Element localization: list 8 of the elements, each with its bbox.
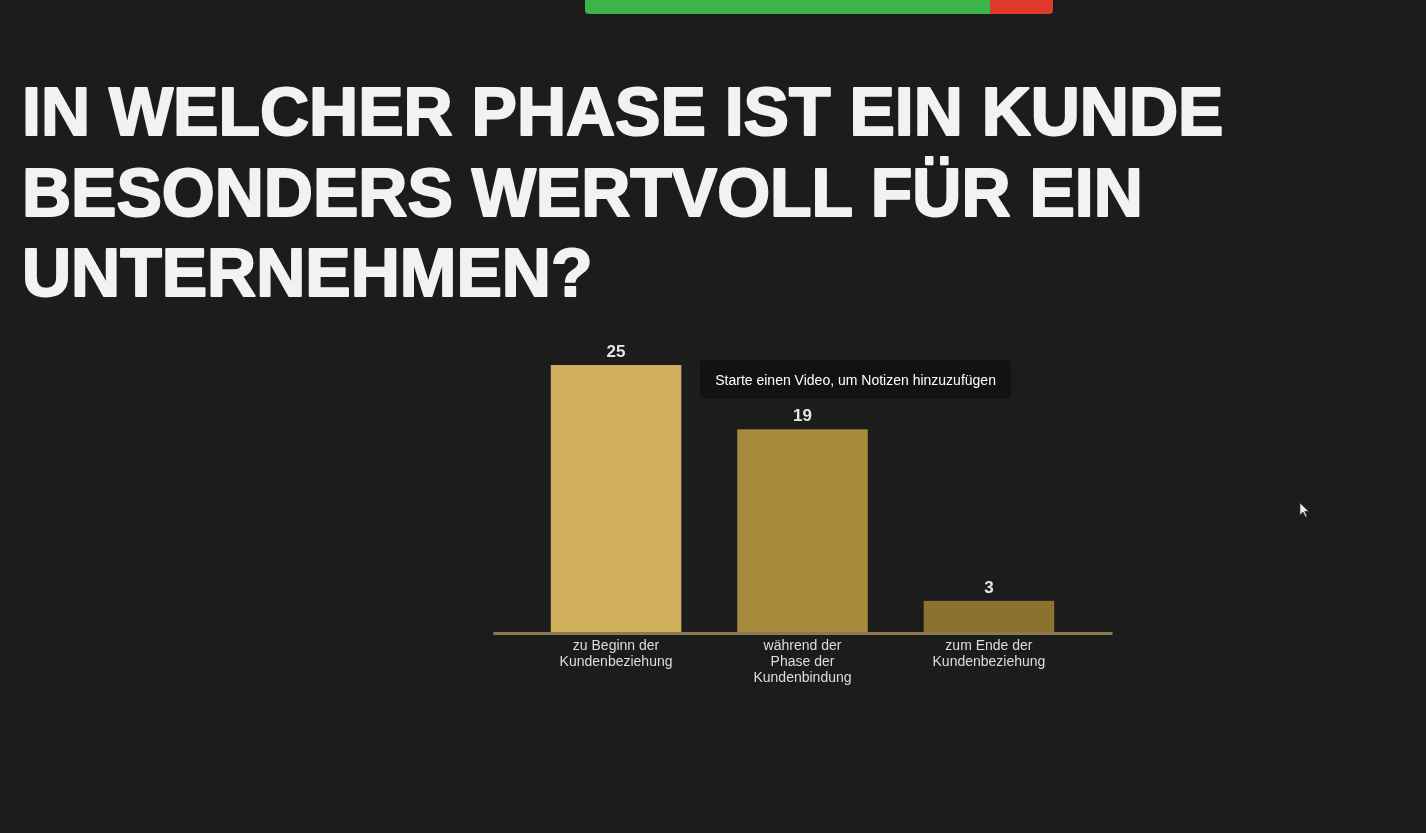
data-label: 19 (793, 406, 812, 426)
x-tick-label: zum Ende der Kundenbeziehung (932, 637, 1046, 669)
annotation: Starte einen Video, um Notizen hinzuzufügen (715, 372, 996, 389)
data-label: 3 (984, 577, 994, 597)
chart-title: IN WELCHER PHASE IST EIN KUNDE BESONDERS WERTVOLL FÜR EIN UNTERNEHMEN? (22, 73, 1224, 310)
x-tick-label: während der Phase der Kundenbindung (753, 637, 852, 685)
data-label: 25 (606, 342, 626, 361)
x-tick-label: zu Beginn der Kundenbeziehung (559, 637, 673, 669)
